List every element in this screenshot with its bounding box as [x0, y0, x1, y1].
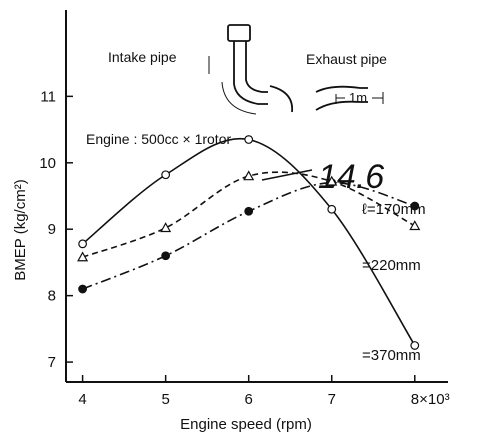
- pipe-schematic: [208, 24, 384, 115]
- data-point: [161, 170, 171, 180]
- series-label: ℓ=170mm: [362, 201, 426, 218]
- y-tick-label: 11: [40, 88, 56, 105]
- series-line: [82, 171, 416, 258]
- exhaust-pipe-lower: [315, 100, 368, 111]
- intake-pipe-label: Intake pipe: [108, 49, 177, 65]
- data-point: [409, 220, 421, 231]
- series-1: [77, 170, 421, 262]
- data-point: [244, 135, 254, 144]
- series-labels: ℓ=170mm =220mm =370mm: [362, 201, 426, 364]
- scale-label: 1m: [349, 90, 367, 105]
- data-point: [410, 341, 420, 350]
- y-tick-label: 9: [48, 221, 56, 238]
- exhaust-pipe-label: Exhaust pipe: [306, 51, 387, 67]
- x-tick-label: 6: [245, 391, 253, 408]
- exhaust-pipe-upper: [315, 85, 368, 93]
- series-label: =370mm: [362, 347, 421, 364]
- data-point: [78, 239, 88, 249]
- data-point: [77, 251, 89, 262]
- rotor-housing: [269, 85, 293, 113]
- data-point: [327, 204, 337, 214]
- handwritten-stroke: [261, 169, 313, 181]
- x-tick-label: 5: [161, 391, 169, 408]
- y-ticks: 7 8 9 10 11: [39, 88, 73, 371]
- intake-pipe-inner: [233, 41, 268, 105]
- x-ticks: 4 5 6 7 8×10³: [78, 375, 450, 408]
- series-layer: [77, 135, 421, 350]
- data-point: [326, 175, 338, 186]
- x-axis-label: Engine speed (rpm): [180, 416, 312, 433]
- intake-length-dim: [221, 81, 257, 115]
- data-point: [78, 284, 88, 294]
- engine-spec-label: Engine : 500cc × 1rotor: [86, 131, 231, 147]
- handwritten-note: 14.6: [318, 158, 384, 196]
- series-0: [78, 178, 420, 294]
- series-2: [78, 135, 420, 350]
- x-tick-label: 8×10³: [411, 391, 450, 408]
- data-point: [243, 170, 255, 181]
- y-tick-label: 8: [48, 288, 56, 305]
- series-label: =220mm: [362, 257, 421, 274]
- y-tick-label: 7: [48, 354, 56, 371]
- y-axis-label: BMEP (kg/cm²): [12, 179, 29, 280]
- intake-plenum: [227, 24, 251, 42]
- y-tick-label: 10: [39, 155, 56, 172]
- intake-pipe-outer: [245, 41, 268, 93]
- data-point: [410, 201, 420, 211]
- x-tick-label: 4: [78, 391, 86, 408]
- data-point: [161, 251, 171, 261]
- data-point: [160, 222, 172, 233]
- data-point: [244, 206, 254, 216]
- x-tick-label: 7: [328, 391, 336, 408]
